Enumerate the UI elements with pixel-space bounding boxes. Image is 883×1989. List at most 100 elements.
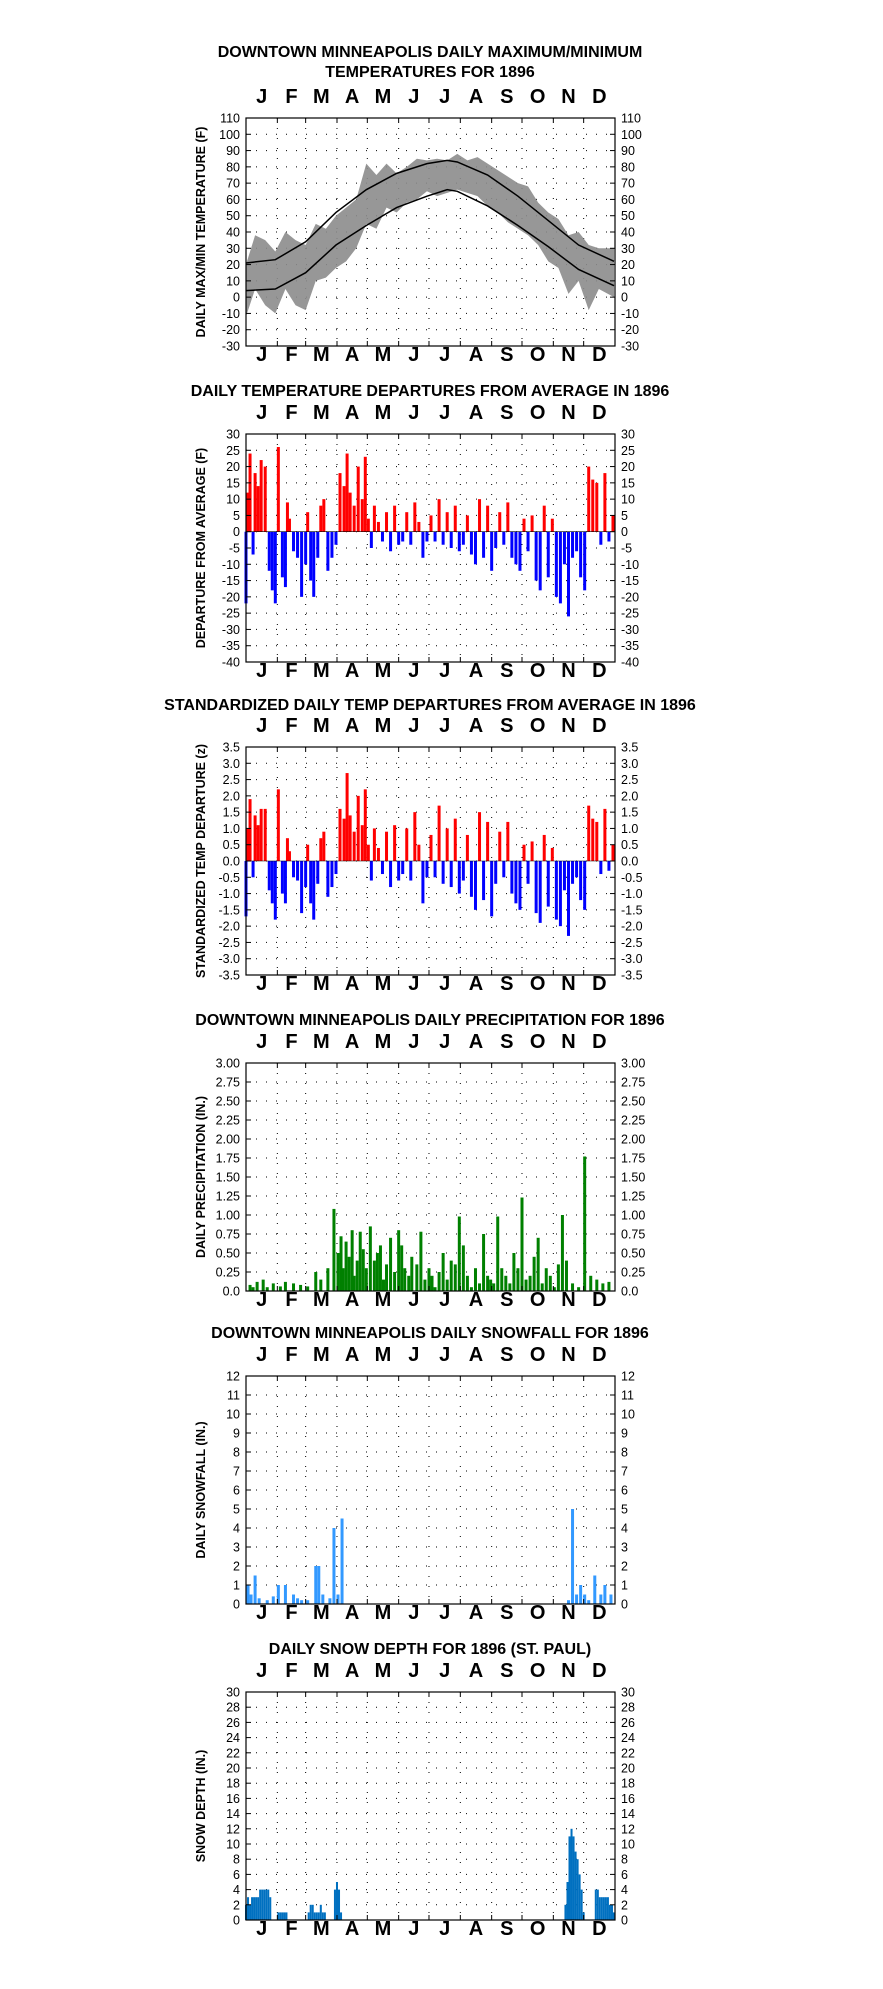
data-bar	[372, 505, 376, 532]
data-bar	[334, 531, 338, 545]
month-label-top: A	[469, 86, 483, 108]
month-label-top: M	[313, 1031, 330, 1053]
snow-depth-bar	[566, 1882, 569, 1920]
y-tick-label-left: 12	[226, 1370, 240, 1384]
data-bar	[498, 831, 502, 861]
y-tick-label-right: 2.5	[621, 773, 638, 787]
y-tick-label-right: 25	[621, 444, 635, 458]
month-label-top: J	[256, 402, 267, 424]
month-label-bottom: A	[469, 344, 483, 366]
y-tick-label-left: 5	[233, 1503, 240, 1517]
y-tick-label-right: 24	[621, 1731, 635, 1745]
y-tick-label-right: 0.25	[621, 1266, 645, 1280]
month-label-bottom: J	[256, 1602, 267, 1624]
month-label-top: A	[469, 1344, 483, 1366]
y-tick-label-right: 80	[621, 160, 635, 174]
data-bar	[287, 851, 291, 861]
y-tick-label-right: 26	[621, 1716, 635, 1730]
y-tick-label-left: -40	[222, 656, 240, 670]
y-tick-label-left: -0.5	[218, 871, 240, 885]
month-label-top: J	[408, 402, 419, 424]
data-bar	[419, 1231, 423, 1291]
y-tick-label-right: 0.5	[621, 838, 638, 852]
data-bar	[558, 861, 562, 927]
data-bar	[285, 838, 289, 861]
data-bar	[518, 861, 522, 910]
data-bar	[571, 1283, 575, 1291]
data-bar	[589, 1275, 593, 1291]
data-bar	[270, 861, 274, 904]
data-bar	[352, 831, 356, 861]
snow-depth-bar	[612, 1912, 615, 1920]
data-bar	[304, 531, 308, 565]
data-bar	[482, 1234, 486, 1291]
month-label-top: F	[285, 402, 297, 424]
snow-depth-bar	[333, 1889, 336, 1920]
data-bar	[283, 1585, 287, 1604]
month-label-top: M	[313, 86, 330, 108]
data-bar	[309, 861, 313, 904]
data-bar	[372, 1260, 376, 1291]
data-bar	[601, 1283, 605, 1291]
data-bar	[366, 518, 370, 532]
data-bar	[339, 1236, 343, 1291]
snow-depth-bar	[600, 1897, 603, 1920]
y-tick-label-right: 1.0	[621, 822, 638, 836]
data-bar	[314, 1566, 318, 1604]
data-bar	[506, 502, 510, 532]
y-tick-label-right: 0.50	[621, 1247, 645, 1261]
data-bar	[536, 1237, 540, 1291]
data-bar	[263, 808, 267, 861]
data-bar	[524, 1279, 528, 1291]
y-tick-label-left: 5	[233, 509, 240, 523]
y-tick-label-right: -2.0	[621, 920, 643, 934]
month-label-top: F	[285, 1660, 297, 1682]
y-tick-label-right: 50	[621, 209, 635, 223]
month-label-bottom: N	[561, 973, 575, 995]
y-tick-label-right: 100	[621, 128, 642, 142]
data-bar	[358, 1231, 362, 1291]
data-bar	[407, 1275, 411, 1291]
data-bar	[263, 466, 267, 532]
data-bar	[265, 1600, 269, 1604]
data-bar	[280, 861, 284, 894]
data-bar	[504, 1275, 508, 1291]
month-label-bottom: M	[313, 1602, 330, 1624]
data-bar	[273, 531, 277, 604]
y-tick-label-left: 6	[233, 1484, 240, 1498]
data-bar	[340, 1518, 344, 1604]
snow-depth-bar	[277, 1912, 280, 1920]
data-bar	[583, 1594, 587, 1604]
y-tick-label-left: 50	[226, 209, 240, 223]
y-tick-label-left: 3.00	[216, 1057, 240, 1071]
data-bar	[393, 1272, 397, 1291]
y-tick-label-left: 2.5	[223, 773, 240, 787]
data-bar	[322, 831, 326, 861]
data-bar	[571, 531, 575, 558]
y-tick-label-left: 10	[226, 1408, 240, 1422]
chart-title: DAILY SNOW DEPTH FOR 1896 (ST. PAUL)	[269, 1641, 591, 1658]
data-bar	[375, 1253, 379, 1291]
data-bar	[587, 1600, 591, 1604]
data-bar	[433, 531, 437, 542]
month-label-top: A	[469, 1660, 483, 1682]
data-bar	[579, 1585, 583, 1604]
snow-depth-bar	[572, 1836, 575, 1920]
data-bar	[405, 512, 409, 532]
data-bar	[512, 1253, 516, 1291]
data-bar	[257, 1598, 261, 1604]
data-bar	[562, 531, 566, 565]
snow-depth-bar	[249, 1904, 252, 1920]
data-bar	[299, 1284, 303, 1291]
data-bar	[409, 531, 413, 545]
snow-depth-bar	[602, 1897, 605, 1920]
chart-marks	[245, 153, 615, 317]
plot-frame	[245, 1062, 616, 1292]
y-tick-label-right: 1.75	[621, 1152, 645, 1166]
data-bar	[526, 531, 530, 552]
month-label-top: N	[561, 1031, 575, 1053]
snow-depth-bar	[317, 1912, 320, 1920]
month-label-top: M	[375, 86, 392, 108]
data-bar	[267, 531, 271, 571]
month-label-top: A	[469, 715, 483, 737]
